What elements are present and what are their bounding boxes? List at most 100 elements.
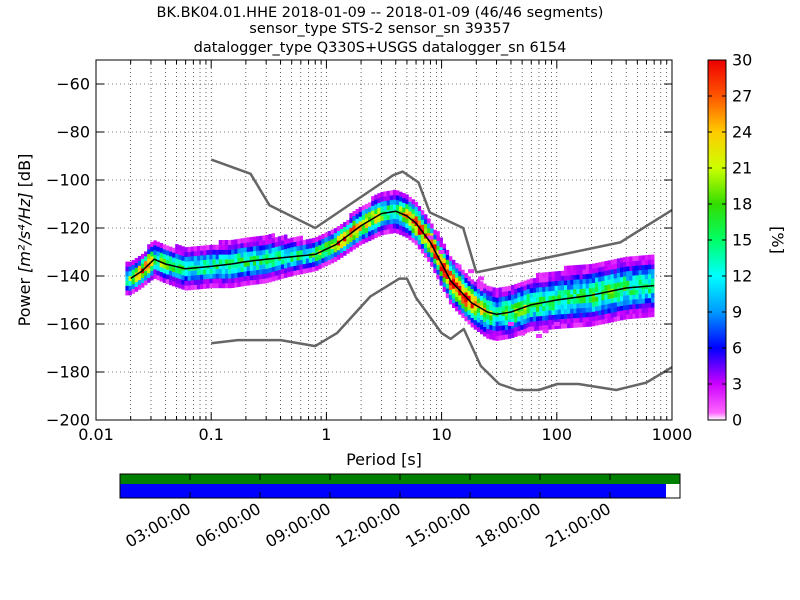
heatmap-cell <box>240 257 244 263</box>
heatmap-cell <box>554 304 559 310</box>
heatmap-cell <box>532 306 537 312</box>
heatmap-cell <box>567 294 571 300</box>
heatmap-cell <box>274 275 279 281</box>
heatmap-cell <box>476 288 481 294</box>
heatmap-cell <box>507 324 512 330</box>
heatmap-cell <box>551 285 555 291</box>
heatmap-cell <box>420 214 425 220</box>
heatmap-cell <box>399 230 403 236</box>
heatmap-cell <box>632 270 636 276</box>
heatmap-cell <box>579 279 583 285</box>
heatmap-cell <box>215 259 220 265</box>
heatmap-cell <box>638 298 643 304</box>
heatmap-cell <box>539 282 543 288</box>
heatmap-cell <box>554 324 559 330</box>
heatmap-cell <box>539 291 543 297</box>
heatmap-cell <box>511 313 515 319</box>
heatmap-cell <box>147 244 151 250</box>
heatmap-cell <box>212 254 216 260</box>
heatmap-cell <box>165 255 170 261</box>
heatmap-cell <box>635 260 639 266</box>
heatmap-cell <box>523 280 527 286</box>
heatmap-cell <box>560 285 565 291</box>
heatmap-cell <box>511 304 515 310</box>
heatmap-cell <box>616 296 621 302</box>
heatmap-cell <box>352 211 356 217</box>
heatmap-cell <box>268 243 272 249</box>
heatmap-cell <box>557 314 562 320</box>
heatmap-cell <box>479 295 484 301</box>
heatmap-cell <box>215 283 220 289</box>
heatmap-cell <box>221 278 226 284</box>
heatmap-cell <box>548 315 552 321</box>
heatmap-cell <box>140 263 145 269</box>
heatmap-cell <box>324 242 328 248</box>
heatmap-cell <box>414 240 419 246</box>
heatmap-cell <box>514 312 518 318</box>
heatmap-cell <box>181 284 185 290</box>
heatmap-cell <box>542 277 546 283</box>
heatmap-cell <box>196 250 201 256</box>
heatmap-cell <box>156 256 160 262</box>
heatmap-cell <box>256 265 260 271</box>
heatmap-cell <box>548 295 552 301</box>
heatmap-cell <box>607 274 611 280</box>
heatmap-cell <box>405 199 409 205</box>
heatmap-cell <box>570 294 574 300</box>
heatmap-cell <box>343 231 347 237</box>
heatmap-cell <box>368 226 372 232</box>
heatmap-cell <box>368 207 372 213</box>
heatmap-cell <box>651 273 655 279</box>
heatmap-cell <box>545 324 549 330</box>
heatmap-cell <box>175 258 179 264</box>
heatmap-cell <box>221 249 226 255</box>
heatmap-cell <box>364 237 369 243</box>
heatmap-cell <box>371 224 375 230</box>
heatmap-cell <box>206 245 210 251</box>
heatmap-cell <box>399 191 403 197</box>
heatmap-cell <box>392 223 397 229</box>
heatmap-cell <box>377 193 381 199</box>
heatmap-cell <box>246 256 251 262</box>
heatmap-cell <box>448 256 453 262</box>
heatmap-cell <box>246 275 251 281</box>
heatmap-cell <box>193 284 198 290</box>
heatmap-cell <box>153 269 157 275</box>
timeline-ticks <box>189 474 611 498</box>
heatmap-cell <box>212 273 216 279</box>
heatmap-cell <box>165 264 170 270</box>
heatmap-cell <box>567 270 571 276</box>
heatmap-cell <box>178 254 182 260</box>
heatmap-cell <box>374 199 378 205</box>
heatmap-cell <box>336 254 341 260</box>
heatmap-cell <box>274 270 279 276</box>
heatmap-cell <box>570 298 574 304</box>
timeline-tick-label: 18:00:00 <box>472 499 544 551</box>
heatmap-cell <box>551 276 555 282</box>
heatmap-cell <box>601 276 605 282</box>
heatmap-cell <box>551 271 555 277</box>
heatmap-cell <box>451 283 456 289</box>
heatmap-cell <box>237 257 241 263</box>
heatmap-cell <box>187 261 192 267</box>
heatmap-cell <box>539 277 543 283</box>
heatmap-cell <box>492 316 496 322</box>
colorbar-tick-label: 15 <box>732 231 752 250</box>
heatmap-cell <box>374 204 378 210</box>
heatmap-cell <box>567 284 571 290</box>
heatmap-cell <box>318 264 322 270</box>
heatmap-cell <box>355 228 359 234</box>
heatmap-cell <box>364 227 369 233</box>
heatmap-cell <box>607 260 611 266</box>
heatmap-cell <box>451 279 456 285</box>
heatmap-cell <box>358 226 363 232</box>
heatmap-cell <box>604 260 608 266</box>
heatmap-cell <box>554 300 559 306</box>
heatmap-cell <box>448 275 453 281</box>
heatmap-cell <box>601 280 605 286</box>
heatmap-cell <box>411 204 415 210</box>
heatmap-cell <box>626 309 630 315</box>
heatmap-cell <box>588 288 593 294</box>
y-axis-label-prefix: Power <box>15 273 34 326</box>
heatmap-cell <box>399 215 403 221</box>
